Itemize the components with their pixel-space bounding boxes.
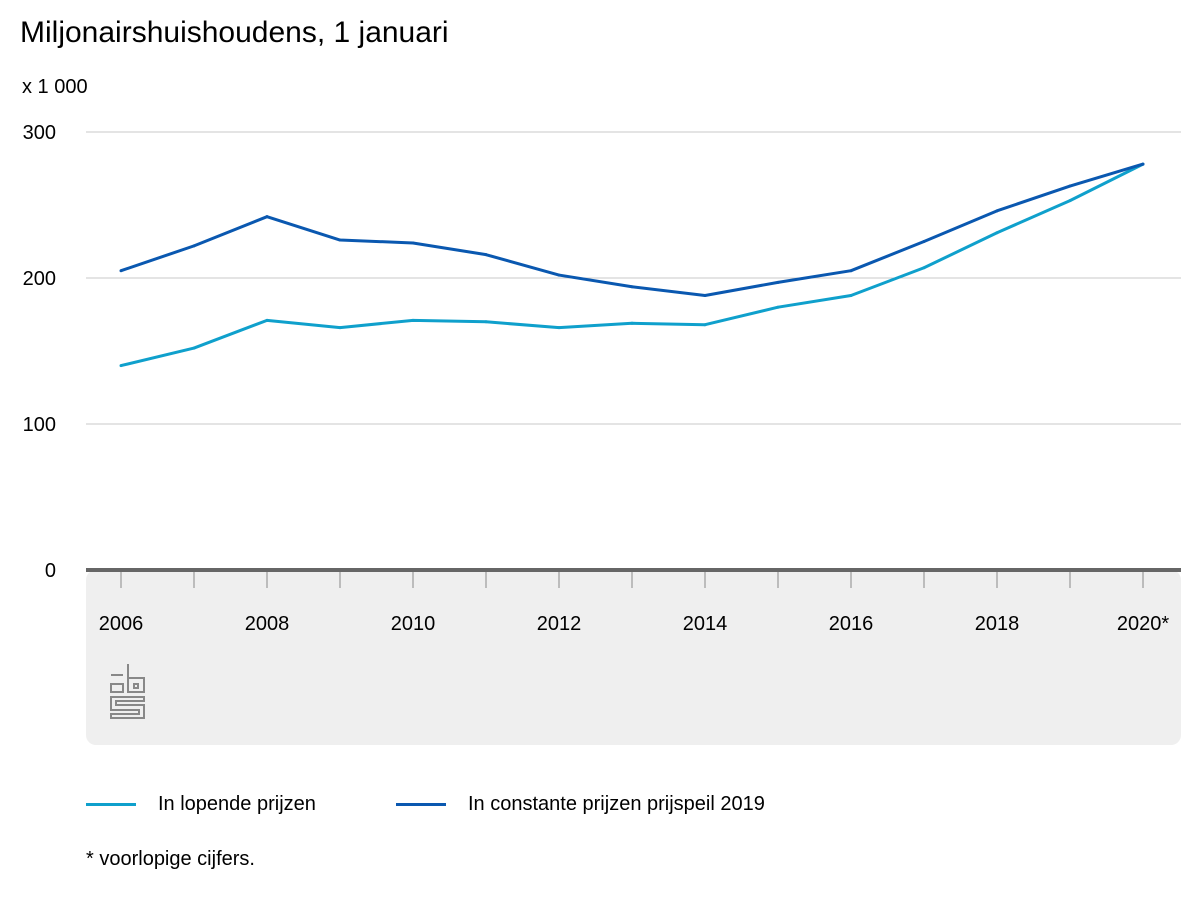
data-point xyxy=(411,318,415,322)
data-point xyxy=(776,305,780,309)
data-point xyxy=(849,269,853,273)
series-line-1 xyxy=(120,162,1144,298)
legend-label: In lopende prijzen xyxy=(158,793,316,815)
data-point xyxy=(557,273,561,277)
data-point xyxy=(703,323,707,327)
data-point xyxy=(119,269,123,273)
data-point xyxy=(265,318,269,322)
data-point xyxy=(1068,199,1072,203)
x-axis-background xyxy=(86,570,1181,745)
data-point xyxy=(995,231,999,235)
data-point xyxy=(1141,162,1145,166)
series-line-0 xyxy=(120,162,1144,368)
data-point xyxy=(849,294,853,298)
legend-item-constante: In constante prijzen prijspeil 2019 xyxy=(396,793,765,816)
data-point xyxy=(484,320,488,324)
data-point xyxy=(484,253,488,257)
y-tick-label: 200 xyxy=(23,268,56,290)
x-tick-label: 2006 xyxy=(99,613,144,635)
data-point xyxy=(338,326,342,330)
data-point xyxy=(703,294,707,298)
legend-swatch xyxy=(86,803,136,806)
legend-item-lopende: In lopende prijzen xyxy=(86,793,316,816)
line-chart: 0 100 200 300 2006 2008 2010 2012 2014 2016 2018 2… xyxy=(23,122,1181,745)
y-tick-label: 300 xyxy=(23,122,56,144)
y-axis-unit-label: x 1 000 xyxy=(22,76,88,98)
data-point xyxy=(192,244,196,248)
data-point xyxy=(119,364,123,368)
data-point xyxy=(995,209,999,213)
data-point xyxy=(922,240,926,243)
data-point xyxy=(630,285,634,289)
x-tick-label: 2016 xyxy=(829,613,874,635)
x-tick-label: 2010 xyxy=(391,613,436,635)
data-point xyxy=(192,346,196,350)
data-point xyxy=(922,266,926,270)
x-tick-label: 2020* xyxy=(1117,613,1169,635)
x-tick-label: 2012 xyxy=(537,613,582,635)
x-tick-label: 2018 xyxy=(975,613,1020,635)
data-point xyxy=(411,241,415,245)
x-tick-label: 2008 xyxy=(245,613,290,635)
y-tick-label: 0 xyxy=(45,560,56,582)
data-point xyxy=(265,215,269,219)
legend-swatch xyxy=(396,803,446,806)
data-point xyxy=(776,280,780,284)
x-tick-label: 2014 xyxy=(683,613,728,635)
data-point xyxy=(338,238,342,242)
data-point xyxy=(557,326,561,330)
data-point xyxy=(630,321,634,325)
legend-label: In constante prijzen prijspeil 2019 xyxy=(468,793,765,815)
cbs-logo-icon xyxy=(110,664,145,719)
data-point xyxy=(1068,184,1072,188)
y-tick-label: 100 xyxy=(23,414,56,436)
chart-title: Miljonairshuishoudens, 1 januari xyxy=(20,16,449,49)
footnote: * voorlopige cijfers. xyxy=(86,848,255,870)
